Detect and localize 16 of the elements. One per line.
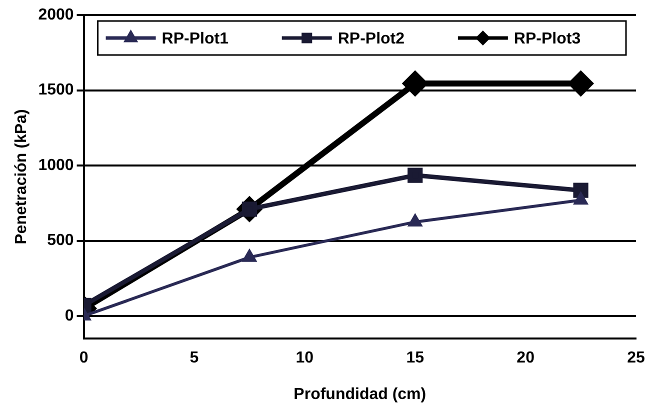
y-axis-title: Penetración (kPa) [13,109,30,244]
y-tick-label: 1500 [38,82,74,99]
y-tick-label: 1000 [38,156,74,174]
x-axis-title: Profundidad (cm) [294,386,426,403]
y-tick-label: 2000 [38,6,74,24]
x-tick-label: 25 [627,350,645,367]
legend-label: RP-Plot3 [514,30,581,48]
x-tick-label: 20 [516,350,535,367]
y-tick-label: 500 [47,232,74,250]
x-tick-label: 5 [190,350,199,367]
legend-label: RP-Plot2 [338,30,405,48]
legend-label: RP-Plot1 [162,30,229,48]
y-tick-label: 0 [64,307,74,324]
x-tick-label: 10 [296,350,314,367]
x-tick-label: 0 [79,350,88,367]
x-tick-label: 15 [406,350,424,367]
